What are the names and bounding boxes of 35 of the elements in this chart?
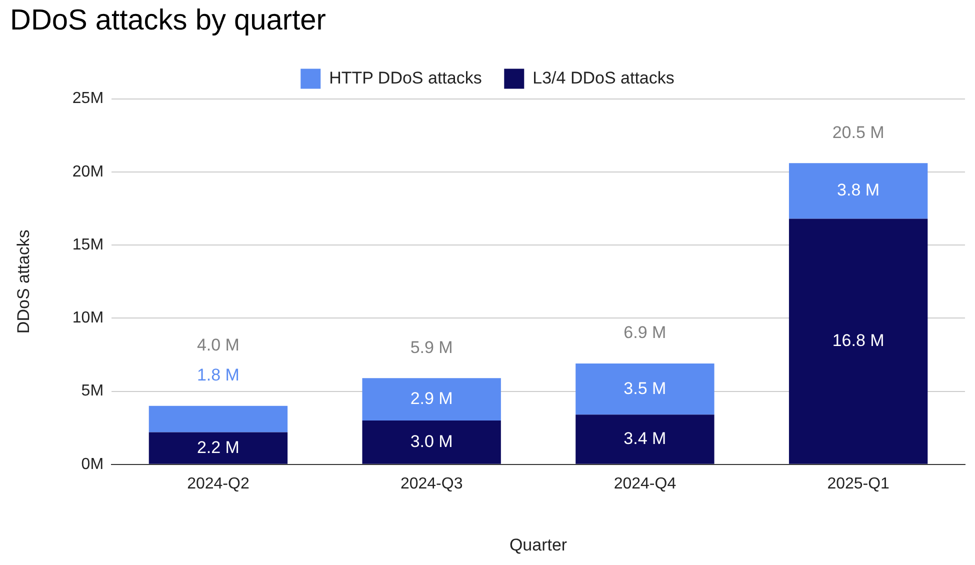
- chart-title: DDoS attacks by quarter: [10, 4, 326, 36]
- y-tick-label: 25M: [72, 90, 104, 108]
- bar: [362, 378, 501, 421]
- data-label: 16.8 M: [832, 330, 884, 350]
- total-label: 6.9 M: [624, 323, 666, 342]
- legend-label: L3/4 DDoS attacks: [532, 68, 674, 88]
- total-label: 4.0 M: [196, 336, 240, 355]
- total-label: 5.9 M: [410, 338, 453, 357]
- x-tick-label: 2024-Q2: [187, 475, 250, 492]
- y-tick-label: 20M: [72, 163, 104, 180]
- y-tick-label: 10M: [72, 310, 104, 327]
- bar: [576, 414, 714, 464]
- y-axis-title: DDoS attacks: [14, 230, 33, 334]
- data-label: 3.4 M: [624, 428, 666, 448]
- bar: [576, 363, 714, 415]
- data-label: 3.8 M: [837, 180, 880, 200]
- data-label: 3.5 M: [624, 378, 666, 398]
- bar: [788, 218, 928, 464]
- data-label: 2.2 M: [196, 438, 240, 457]
- y-tick-label: 15M: [72, 236, 104, 254]
- data-label: 2.9 M: [410, 389, 453, 408]
- bar: [148, 406, 288, 432]
- x-axis-title: Quarter: [509, 535, 568, 554]
- data-label: 1.8 M: [196, 366, 240, 385]
- legend-label: HTTP DDoS attacks: [329, 68, 482, 88]
- y-tick-label: 5M: [81, 382, 104, 400]
- bar: [788, 163, 928, 219]
- x-tick-label: 2024-Q3: [400, 475, 463, 492]
- total-label: 20.5 M: [832, 122, 884, 142]
- x-tick-label: 2024-Q4: [614, 475, 676, 492]
- bar: [362, 420, 501, 464]
- bar: [148, 432, 288, 464]
- x-tick-label: 2025-Q1: [827, 475, 890, 492]
- y-tick-label: 0M: [81, 456, 104, 473]
- data-label: 3.0 M: [410, 432, 453, 451]
